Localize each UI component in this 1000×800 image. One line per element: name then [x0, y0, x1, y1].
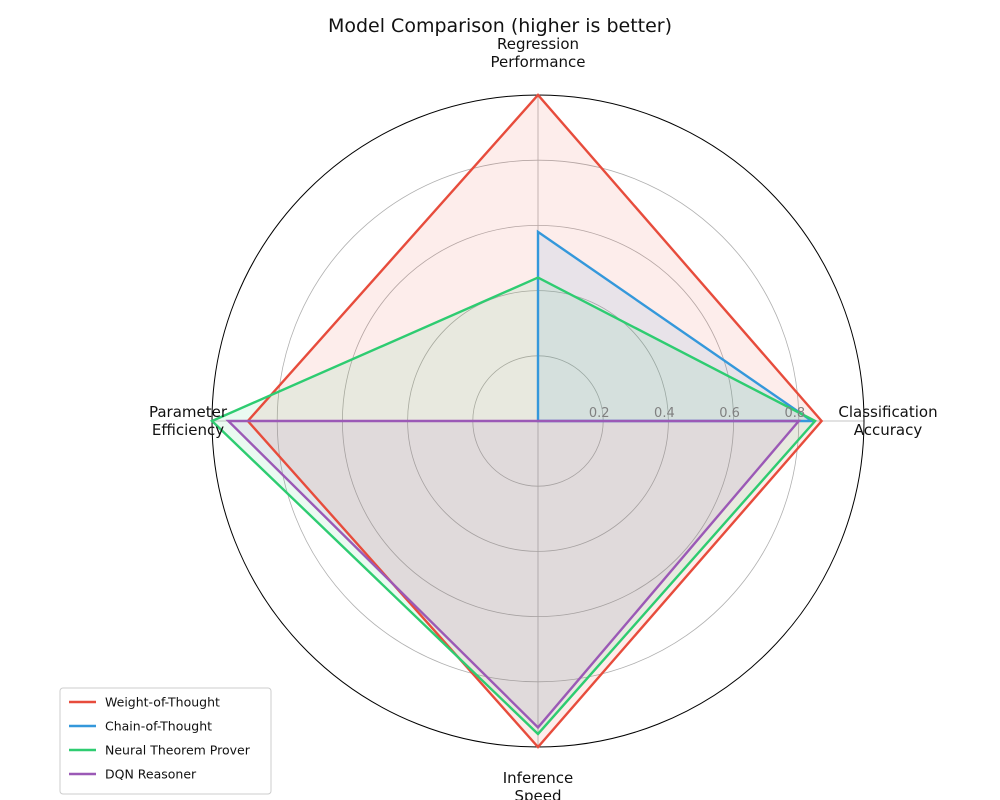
series-line-2: [209, 276, 818, 736]
legend: Weight-of-Thought Chain-of-Thought Neural …: [59, 687, 272, 795]
series-fill-2: [212, 277, 816, 734]
axis-label: Classification Accuracy: [838, 403, 937, 439]
radial-tick-label: 0.2: [589, 406, 610, 421]
series-fill-3: [228, 421, 799, 728]
label-layer: 0.2 0.4 0.6 0.8 Classification Accuracy Regres…: [149, 35, 938, 800]
legend-entry-label: Chain-of-Thought: [105, 719, 212, 734]
axis-label-line: Regression: [497, 35, 579, 53]
series-layer: [209, 93, 824, 749]
series-line-3: [225, 419, 802, 730]
legend-entry-label: Weight-of-Thought: [105, 695, 220, 710]
legend-entry-label: Neural Theorem Prover: [105, 743, 251, 758]
legend-entry-label: DQN Reasoner: [105, 767, 197, 782]
axis-label-line: Classification: [838, 403, 937, 421]
axis-label-line: Speed: [514, 787, 561, 800]
axis-label-line: Inference: [503, 769, 574, 787]
axis-label: Parameter Efficiency: [149, 403, 228, 439]
axis-label-line: Parameter: [149, 403, 228, 421]
legend-frame: [59, 687, 272, 795]
axis-label-line: Accuracy: [854, 421, 923, 439]
radial-tick-label: 0.6: [719, 406, 740, 421]
chart-title: Model Comparison (higher is better): [328, 15, 672, 37]
axis-label: Regression Performance: [490, 35, 585, 71]
axis-label-line: Performance: [490, 53, 585, 71]
radial-tick-label: 0.8: [784, 406, 805, 421]
axis-label-line: Efficiency: [152, 421, 224, 439]
axis-label: Inference Speed: [503, 769, 574, 800]
radial-tick-label: 0.4: [654, 406, 675, 421]
